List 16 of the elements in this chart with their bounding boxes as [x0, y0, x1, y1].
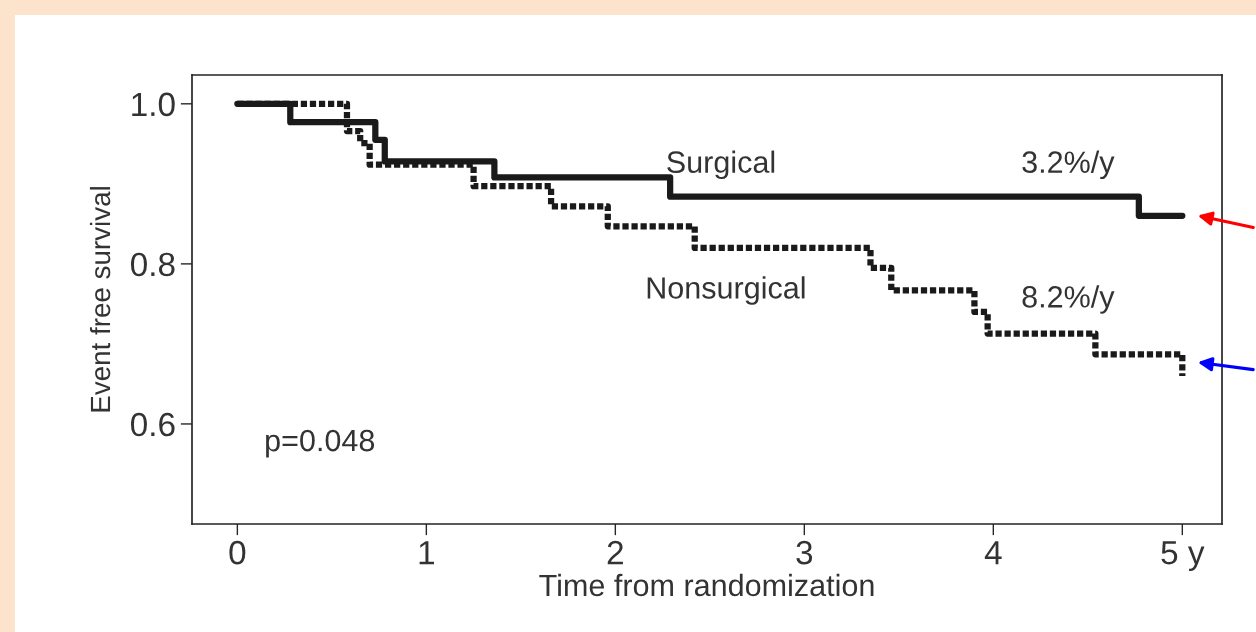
x-tick-label: 5 y [1161, 541, 1205, 572]
y-tick-label: 0.8 [131, 252, 175, 277]
annotation: 3.2%/y [1022, 150, 1115, 180]
y-tick-label: 1.0 [132, 92, 175, 117]
x-tick-label: 0 [229, 540, 246, 565]
annotation: 8.2%/y [1022, 285, 1115, 314]
x-axis-title: Time from randomization [539, 573, 874, 597]
y-tick-label: 0.6 [131, 412, 175, 437]
x-tick-label: 4 [984, 541, 1002, 565]
x-tick-label: 2 [607, 540, 623, 565]
series-label: Surgical [667, 150, 775, 180]
y-axis-title: Event free survival [89, 187, 111, 412]
x-tick-label: 1 [419, 541, 434, 565]
x-tick-label: 3 [796, 540, 813, 565]
series-label: Nonsurgical [647, 276, 805, 305]
annotation: p=0.048 [266, 429, 375, 458]
